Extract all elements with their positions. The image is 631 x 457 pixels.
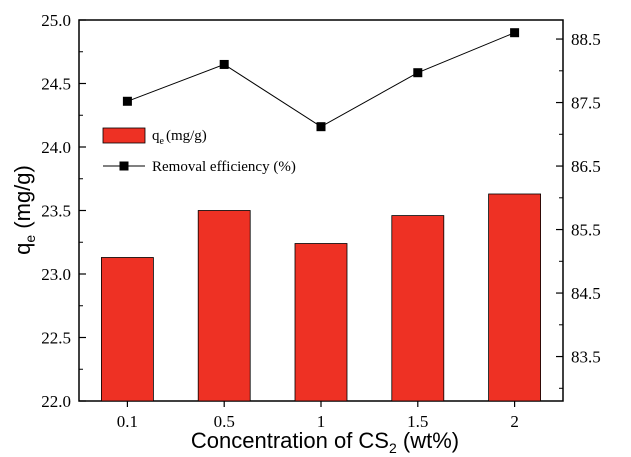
bar-series — [101, 193, 542, 402]
left-axis: 22.0 22.5 23.0 23.5 24.0 24.5 25.0 — [41, 11, 86, 411]
bar — [488, 193, 542, 402]
y-tick-label: 22.5 — [41, 329, 71, 348]
legend: qe (mg/g) Removal efficiency (%) — [102, 127, 296, 175]
y2-tick-label: 85.5 — [571, 221, 601, 240]
x-axis: 0.1 0.5 1 1.5 2 — [117, 401, 519, 431]
right-axis: 83.5 84.5 85.5 86.5 87.5 88.5 — [556, 30, 601, 389]
y2-tick-label: 84.5 — [571, 284, 601, 303]
line-series — [122, 28, 520, 132]
y2-tick-label: 88.5 — [571, 30, 601, 49]
x-tick-label: 1 — [317, 412, 326, 431]
y-tick-label: 24.0 — [41, 138, 71, 157]
series-line — [127, 32, 515, 128]
bar — [294, 243, 348, 402]
legend-line-label: Removal efficiency (%) — [152, 159, 296, 175]
line-point — [413, 68, 423, 78]
y2-tick-label: 86.5 — [571, 157, 601, 176]
y2-tick-label: 83.5 — [571, 348, 601, 367]
x-tick-label: 0.5 — [214, 412, 235, 431]
y-tick-label: 23.0 — [41, 265, 71, 284]
x-axis-title: Concentration of CS2 (wt%) — [191, 428, 459, 456]
y-tick-label: 24.5 — [41, 75, 71, 94]
legend-bar-swatch — [102, 127, 146, 144]
bar — [101, 257, 154, 402]
legend-bar-label: qe (mg/g) — [152, 128, 207, 147]
y-tick-label: 25.0 — [41, 11, 71, 30]
y2-tick-label: 87.5 — [571, 94, 601, 113]
legend-line-marker — [119, 161, 129, 171]
y-tick-label: 22.0 — [41, 392, 71, 411]
line-point — [510, 28, 520, 38]
bar — [197, 210, 251, 402]
x-tick-label: 0.1 — [117, 412, 138, 431]
x-tick-label: 1.5 — [407, 412, 428, 431]
bar — [391, 215, 445, 402]
line-point — [316, 122, 326, 132]
y-tick-label: 23.5 — [41, 202, 71, 221]
x-tick-label: 2 — [510, 412, 519, 431]
line-point — [219, 59, 229, 69]
line-point — [122, 96, 132, 106]
y-axis-title: qe (mg/g) — [10, 165, 38, 255]
